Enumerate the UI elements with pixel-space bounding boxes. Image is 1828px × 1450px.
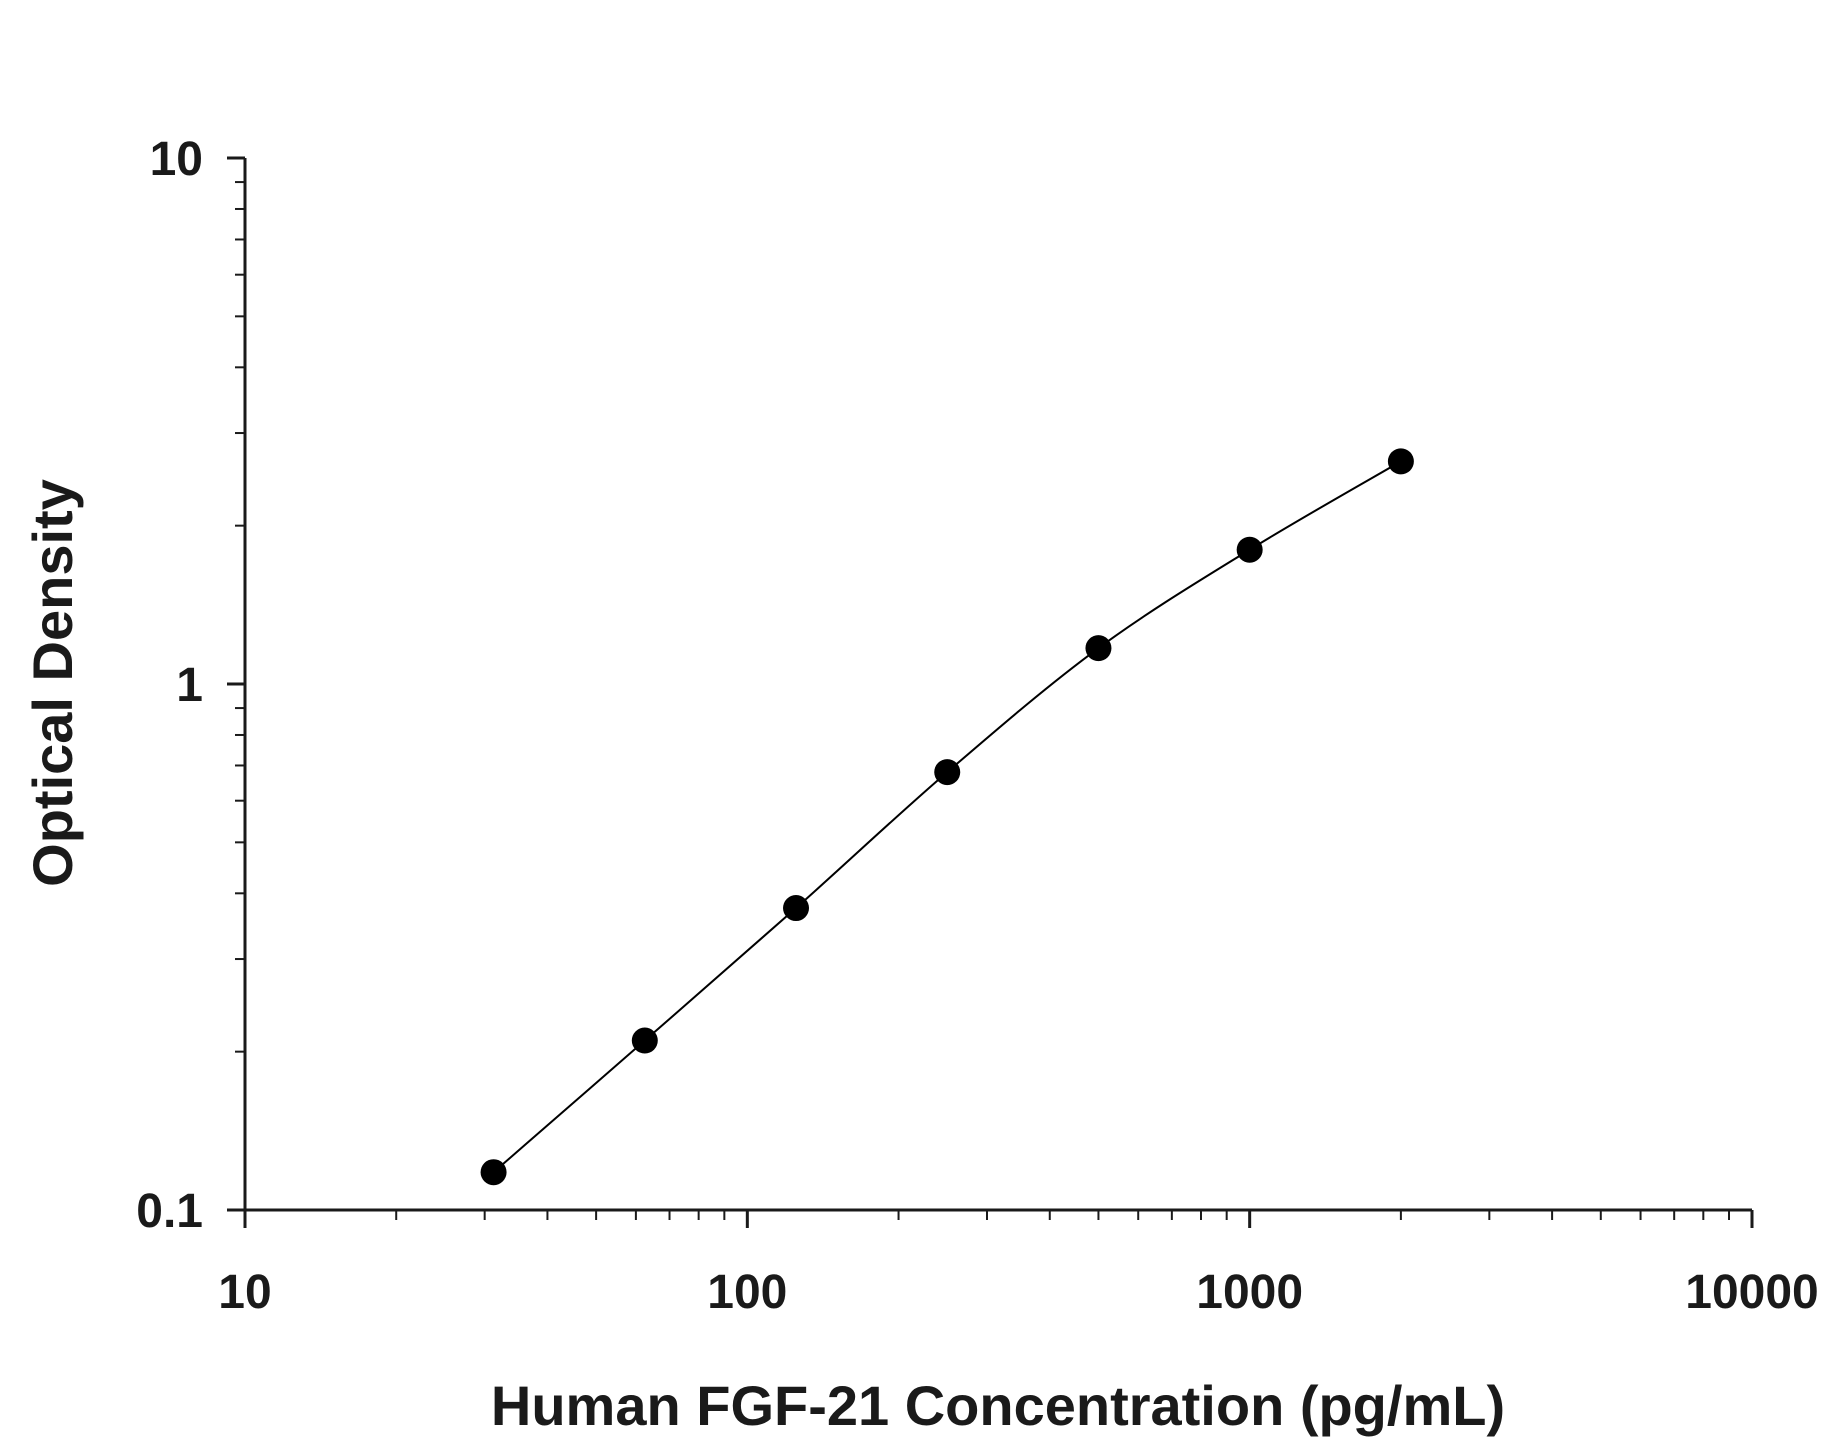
data-point xyxy=(1387,448,1414,475)
x-tick-label: 1000 xyxy=(1196,1266,1303,1319)
data-point xyxy=(934,759,961,786)
x-tick-label: 10000 xyxy=(1685,1266,1818,1319)
axes: 10 100 1000 10000 0.1 1 10 xyxy=(136,133,1818,1319)
y-tick-label: 1 xyxy=(176,659,203,712)
axis-labels-layer: Human FGF-21 Concentration (pg/mL) Optic… xyxy=(21,479,1505,1437)
data-point xyxy=(1236,536,1263,563)
fit-curve-layer xyxy=(492,460,1402,1173)
y-tick-label: 0.1 xyxy=(136,1185,203,1238)
data-point xyxy=(1085,635,1112,662)
x-axis-title: Human FGF-21 Concentration (pg/mL) xyxy=(491,1374,1505,1437)
x-tick-label: 10 xyxy=(218,1266,271,1319)
data-point xyxy=(783,895,810,922)
y-axis-title: Optical Density xyxy=(21,479,84,887)
fit-curve xyxy=(492,460,1402,1173)
data-point xyxy=(631,1027,658,1054)
data-point xyxy=(480,1159,507,1186)
x-tick-label: 100 xyxy=(707,1266,787,1319)
data-points-layer xyxy=(480,448,1414,1186)
y-tick-label: 10 xyxy=(150,133,203,186)
